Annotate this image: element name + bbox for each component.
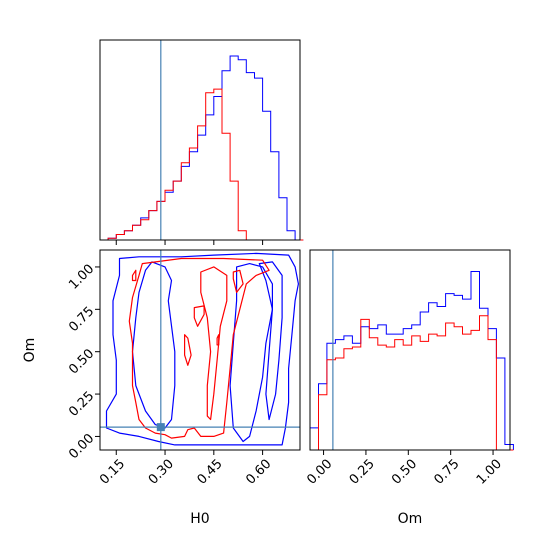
contour-ytick-label-1: 0.25 xyxy=(66,389,97,420)
contour-ytick-label-2: 0.50 xyxy=(66,346,97,377)
om-hist-blue xyxy=(309,271,514,450)
x-axis-label-h0: H0 xyxy=(190,511,209,527)
x-axis-label-om: Om xyxy=(398,511,423,527)
om-hist-frame xyxy=(309,249,511,451)
contour-frame xyxy=(99,249,301,451)
contour-red-6 xyxy=(216,334,220,346)
om-histogram-panel: 0.00 0.25 0.50 0.75 1.00 xyxy=(304,249,514,488)
contour-red-2 xyxy=(232,269,244,293)
contour-xtick-0-label: 0.15 xyxy=(97,457,128,488)
contour-red-4 xyxy=(184,334,192,366)
contour-lines xyxy=(105,252,299,446)
contour-blue-1 xyxy=(131,261,176,429)
contour-red-3 xyxy=(193,305,205,327)
contour-red-1 xyxy=(200,266,228,421)
contour-blue-2 xyxy=(229,263,273,443)
om-xtick-3-label: 0.75 xyxy=(431,457,462,488)
h0-histogram-panel xyxy=(99,39,304,245)
contour-red-0 xyxy=(128,257,270,439)
contour-blue-3 xyxy=(258,261,283,421)
y-axis-label-om: Om xyxy=(22,338,38,363)
contour-ytick-label-3: 0.75 xyxy=(66,304,97,335)
om-hist-red xyxy=(310,315,514,451)
contour-blue-0 xyxy=(105,252,299,446)
contour-xtick-1-label: 0.30 xyxy=(146,457,177,488)
contour-red-5 xyxy=(131,269,137,282)
om-xtick-1-label: 0.25 xyxy=(347,457,378,488)
om-xtick-2-label: 0.50 xyxy=(389,457,420,488)
h0-hist-frame xyxy=(99,39,301,241)
contour-ytick-label-0: 0.00 xyxy=(66,431,97,462)
h0-hist-blue xyxy=(100,55,304,241)
om-xtick-4-label: 1.00 xyxy=(474,457,505,488)
h0-om-contour-panel: 0.15 0.30 0.45 0.60 0.00 0.25 0.50 0.75 1.00 xyxy=(66,249,301,488)
om-xtick-0-label: 0.00 xyxy=(304,457,335,488)
contour-xtick-2-label: 0.45 xyxy=(195,457,226,488)
contour-xtick-3-label: 0.60 xyxy=(243,457,274,488)
h0-hist-red xyxy=(100,88,304,241)
contour-ytick-label-4: 1.00 xyxy=(66,262,97,293)
truth-marker xyxy=(156,423,165,432)
